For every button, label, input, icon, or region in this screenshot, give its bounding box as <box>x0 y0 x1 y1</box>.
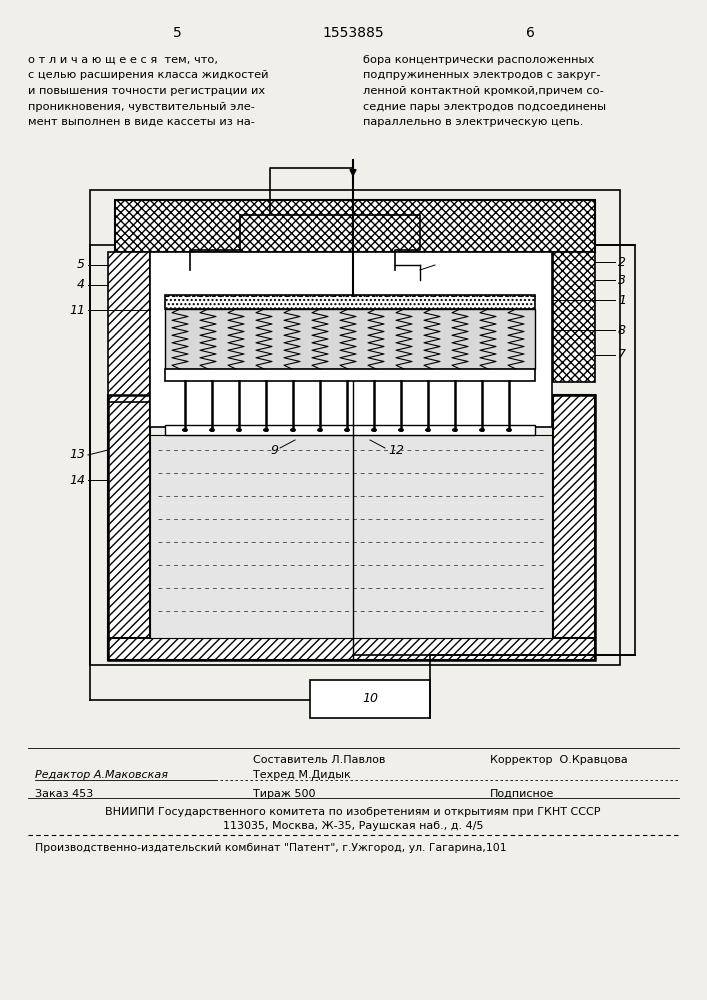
Ellipse shape <box>182 428 188 432</box>
Ellipse shape <box>479 428 485 432</box>
Bar <box>553 395 595 660</box>
Bar <box>90 190 620 665</box>
Text: 3: 3 <box>618 273 626 286</box>
Text: 4: 4 <box>77 278 85 292</box>
Bar <box>108 395 150 660</box>
Bar <box>165 309 535 369</box>
Ellipse shape <box>506 428 512 432</box>
Bar <box>115 200 595 252</box>
Text: проникновения, чувствительный эле-: проникновения, чувствительный эле- <box>28 102 255 111</box>
Text: 2: 2 <box>618 255 626 268</box>
Bar <box>108 395 595 660</box>
Text: Техред М.Дидык: Техред М.Дидык <box>253 770 351 780</box>
Text: Подписное: Подписное <box>490 789 554 799</box>
Ellipse shape <box>290 428 296 432</box>
Text: седние пары электродов подсоединены: седние пары электродов подсоединены <box>363 102 606 111</box>
Ellipse shape <box>452 428 458 432</box>
Text: Заказ 453: Заказ 453 <box>35 789 93 799</box>
Text: мент выполнен в виде кассеты из на-: мент выполнен в виде кассеты из на- <box>28 117 255 127</box>
Text: 1553885: 1553885 <box>322 26 384 40</box>
Text: ВНИИПИ Государственного комитета по изобретениям и открытиям при ГКНТ СССР: ВНИИПИ Государственного комитета по изоб… <box>105 807 601 817</box>
Text: 6: 6 <box>438 256 446 269</box>
Text: 8: 8 <box>618 324 626 336</box>
Bar <box>310 680 430 718</box>
Text: 11: 11 <box>69 304 85 316</box>
Text: 10: 10 <box>362 692 378 706</box>
Bar <box>553 252 595 382</box>
Text: Составитель Л.Павлов: Составитель Л.Павлов <box>253 755 385 765</box>
Ellipse shape <box>209 428 215 432</box>
Text: 13: 13 <box>69 448 85 462</box>
Text: Редактор А.Маковская: Редактор А.Маковская <box>35 770 168 780</box>
Ellipse shape <box>263 428 269 432</box>
Ellipse shape <box>371 428 377 432</box>
Bar <box>108 252 150 402</box>
Text: ленной контактной кромкой,причем со-: ленной контактной кромкой,причем со- <box>363 86 604 96</box>
Text: 7: 7 <box>618 349 626 361</box>
Text: 9: 9 <box>270 444 278 456</box>
Text: 14: 14 <box>69 474 85 487</box>
Ellipse shape <box>344 428 350 432</box>
Text: 5: 5 <box>173 26 182 40</box>
Text: 1: 1 <box>618 294 626 306</box>
Text: подпружиненных электродов с закруг-: подпружиненных электродов с закруг- <box>363 70 600 81</box>
Bar <box>150 252 552 427</box>
Ellipse shape <box>425 428 431 432</box>
Bar <box>165 369 535 381</box>
Bar <box>165 295 535 309</box>
Text: Корректор  О.Кравцова: Корректор О.Кравцова <box>490 755 628 765</box>
Ellipse shape <box>317 428 323 432</box>
Ellipse shape <box>236 428 242 432</box>
Text: Тираж 500: Тираж 500 <box>253 789 315 799</box>
Bar <box>165 425 535 435</box>
Text: и повышения точности регистрации их: и повышения точности регистрации их <box>28 86 265 96</box>
Text: 6: 6 <box>525 26 534 40</box>
Text: 5: 5 <box>77 258 85 271</box>
Bar <box>150 435 552 638</box>
Text: Производственно-издательский комбинат "Патент", г.Ужгород, ул. Гагарина,101: Производственно-издательский комбинат "П… <box>35 843 507 853</box>
Text: параллельно в электрическую цепь.: параллельно в электрическую цепь. <box>363 117 583 127</box>
Bar <box>108 638 595 660</box>
Ellipse shape <box>398 428 404 432</box>
Text: с целью расширения класса жидкостей: с целью расширения класса жидкостей <box>28 70 269 81</box>
Text: о т л и ч а ю щ е е с я  тем, что,: о т л и ч а ю щ е е с я тем, что, <box>28 55 218 65</box>
Text: 12: 12 <box>388 444 404 456</box>
Text: 113035, Москва, Ж-35, Раушская наб., д. 4/5: 113035, Москва, Ж-35, Раушская наб., д. … <box>223 821 484 831</box>
Text: бора концентрически расположенных: бора концентрически расположенных <box>363 55 595 65</box>
